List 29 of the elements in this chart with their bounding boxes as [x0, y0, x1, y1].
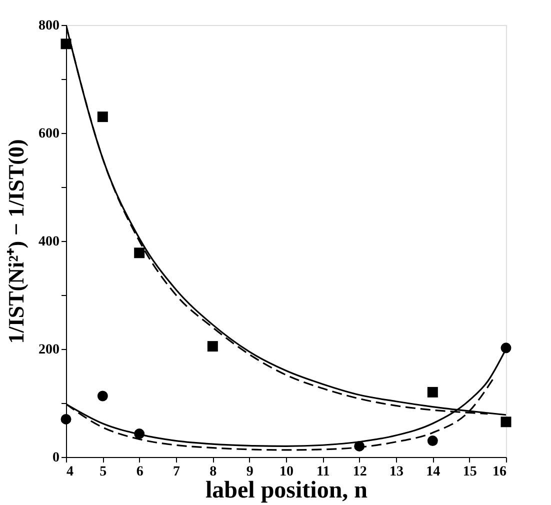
point	[207, 341, 218, 352]
x-tick-label: 7	[173, 464, 180, 480]
x-tick-label: 12	[352, 464, 367, 480]
point	[427, 436, 438, 446]
x-tick-label: 6	[136, 464, 144, 480]
point	[134, 248, 145, 258]
x-axis-title: label position, n	[205, 478, 368, 504]
x-tick-label: 9	[246, 464, 254, 480]
x-tick-label: 11	[316, 464, 330, 480]
x-tick-label: 13	[390, 464, 404, 480]
point	[500, 416, 512, 428]
y-tick-label: 400	[38, 234, 60, 250]
y-tick-label: 0	[52, 450, 60, 466]
point	[97, 112, 108, 122]
point	[97, 390, 108, 402]
point	[500, 342, 512, 354]
x-tick-label: 5	[100, 464, 107, 480]
point	[427, 386, 438, 398]
x-tick-label: 8	[210, 464, 217, 480]
x-tick-label: 15	[462, 464, 477, 480]
x-tick-label: 4	[66, 464, 74, 480]
x-tick-label: 16	[492, 464, 506, 480]
y-tick-label: 800	[38, 18, 60, 34]
point	[60, 414, 72, 424]
y-tick-label: 600	[38, 126, 60, 142]
y-axis-title: 1/IST(Ni²⁺) − 1/IST(0)	[4, 139, 28, 344]
x-tick-label: 10	[280, 464, 294, 480]
y-tick-label: 200	[38, 342, 60, 358]
x-tick-label: 14	[426, 464, 440, 480]
